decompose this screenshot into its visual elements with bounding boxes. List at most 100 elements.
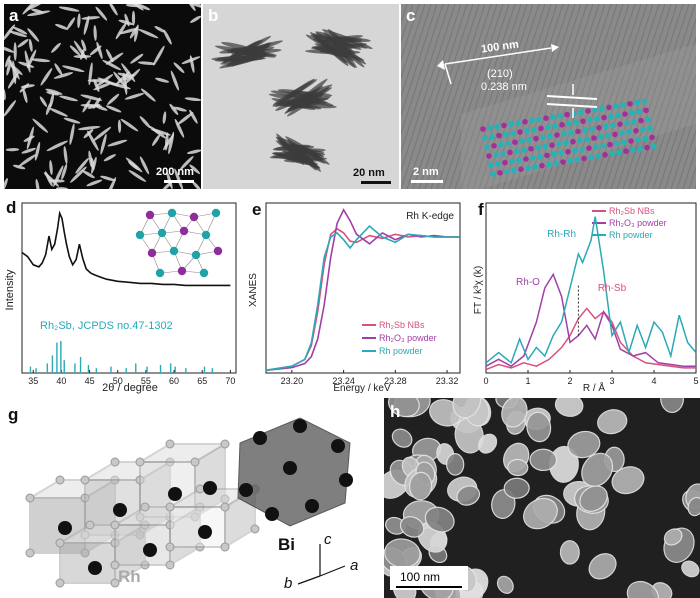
atom	[542, 143, 548, 150]
atom	[628, 138, 634, 144]
lattice-fringe	[401, 4, 432, 99]
atom	[620, 102, 626, 108]
atom	[612, 131, 618, 138]
panel-h-sem: h 100 nm	[384, 398, 700, 598]
bi-atom	[305, 499, 319, 513]
nanorod	[58, 6, 80, 12]
atom	[521, 147, 527, 153]
rh-atom	[140, 560, 150, 570]
panel-label-c: c	[406, 6, 416, 25]
nanorod	[162, 111, 167, 124]
xrd-chart: d Intensity 2θ / degree Rh₂Sb, JCPDS no.…	[4, 198, 237, 394]
lattice-fringe	[490, 4, 552, 189]
xrd-reference-label: Rh₂Sb, JCPDS no.47-1302	[40, 320, 173, 332]
scale-bar-h	[396, 586, 462, 588]
nanorod	[49, 160, 53, 175]
lattice-fringe	[448, 4, 510, 189]
bi-atom	[253, 431, 267, 445]
lattice-fringe	[401, 4, 420, 62]
rh-atom	[220, 439, 230, 449]
atom	[511, 167, 517, 174]
nanorod	[35, 179, 40, 189]
nanoparticle	[663, 528, 683, 546]
nanoparticle	[408, 471, 433, 501]
atom	[581, 155, 587, 162]
bi-atom	[293, 419, 307, 433]
nanoparticle	[456, 485, 481, 506]
atom	[570, 138, 576, 145]
x-tick-label: 50	[113, 376, 123, 386]
nanorod	[4, 178, 8, 189]
nanoparticle	[526, 411, 552, 443]
nanorod	[187, 149, 201, 154]
x-tick-label: 23.24	[332, 376, 355, 386]
nanorod	[107, 93, 120, 105]
growth-arrow	[444, 47, 552, 65]
atom	[572, 147, 578, 154]
x-tick-label: 3	[609, 376, 614, 386]
nanorod	[45, 88, 63, 95]
lattice-fringe	[472, 4, 534, 189]
nanorod-region	[461, 44, 696, 189]
nanoparticle	[579, 485, 608, 512]
bi-atom	[283, 461, 297, 475]
nanorod	[174, 118, 185, 138]
atom	[516, 157, 522, 163]
nanorod	[80, 48, 85, 60]
atom	[640, 126, 646, 133]
rh-atom	[55, 578, 65, 588]
atom	[595, 153, 601, 159]
scale-text-a: 200 nm	[156, 166, 194, 178]
xanes-xlabel: Energy / keV	[333, 383, 391, 394]
atom	[503, 131, 509, 138]
atom	[594, 116, 600, 122]
nanorod	[53, 72, 74, 79]
lattice-fringe	[616, 4, 678, 189]
atom	[635, 137, 641, 143]
nanorod	[115, 21, 128, 40]
atom	[641, 98, 647, 105]
nanorod	[63, 117, 81, 124]
rh-atom	[165, 502, 175, 512]
rh-atom	[55, 538, 65, 548]
scale-bar-b	[361, 181, 391, 184]
atom	[551, 151, 557, 157]
nanorod	[154, 26, 166, 33]
atom	[629, 110, 635, 116]
nanorod	[128, 170, 147, 182]
rh-atom	[165, 439, 175, 449]
atom	[565, 149, 571, 155]
lattice-fringe	[401, 4, 414, 43]
atom	[522, 119, 528, 125]
nanorod	[117, 119, 122, 133]
panel-g-crystal: g Bi Rh c a b	[0, 398, 380, 598]
nanorod	[59, 95, 78, 102]
nanorod	[6, 59, 12, 76]
nanoparticle	[452, 398, 482, 419]
atom	[644, 144, 650, 151]
nanorod	[103, 154, 116, 162]
atom	[575, 128, 581, 135]
lattice-fringe	[622, 4, 684, 189]
atom	[614, 140, 620, 147]
x-tick-label: 35	[28, 376, 38, 386]
nanorod	[77, 13, 81, 29]
atom	[645, 116, 651, 123]
nanoparticle	[529, 448, 558, 472]
atom	[622, 111, 628, 117]
atom	[606, 104, 612, 111]
bi-atom	[331, 439, 345, 453]
rh-atom	[80, 475, 90, 485]
nanorod	[95, 6, 108, 21]
atom	[561, 131, 567, 137]
lattice-fringe	[466, 4, 528, 189]
atom	[514, 148, 520, 154]
rh-atom	[135, 457, 145, 467]
nanorod	[80, 94, 103, 101]
atom	[588, 154, 594, 160]
nanorod	[93, 97, 101, 109]
atom	[568, 129, 574, 136]
inset-atom	[201, 230, 211, 240]
nanoparticle	[567, 430, 601, 459]
atom	[633, 128, 639, 134]
